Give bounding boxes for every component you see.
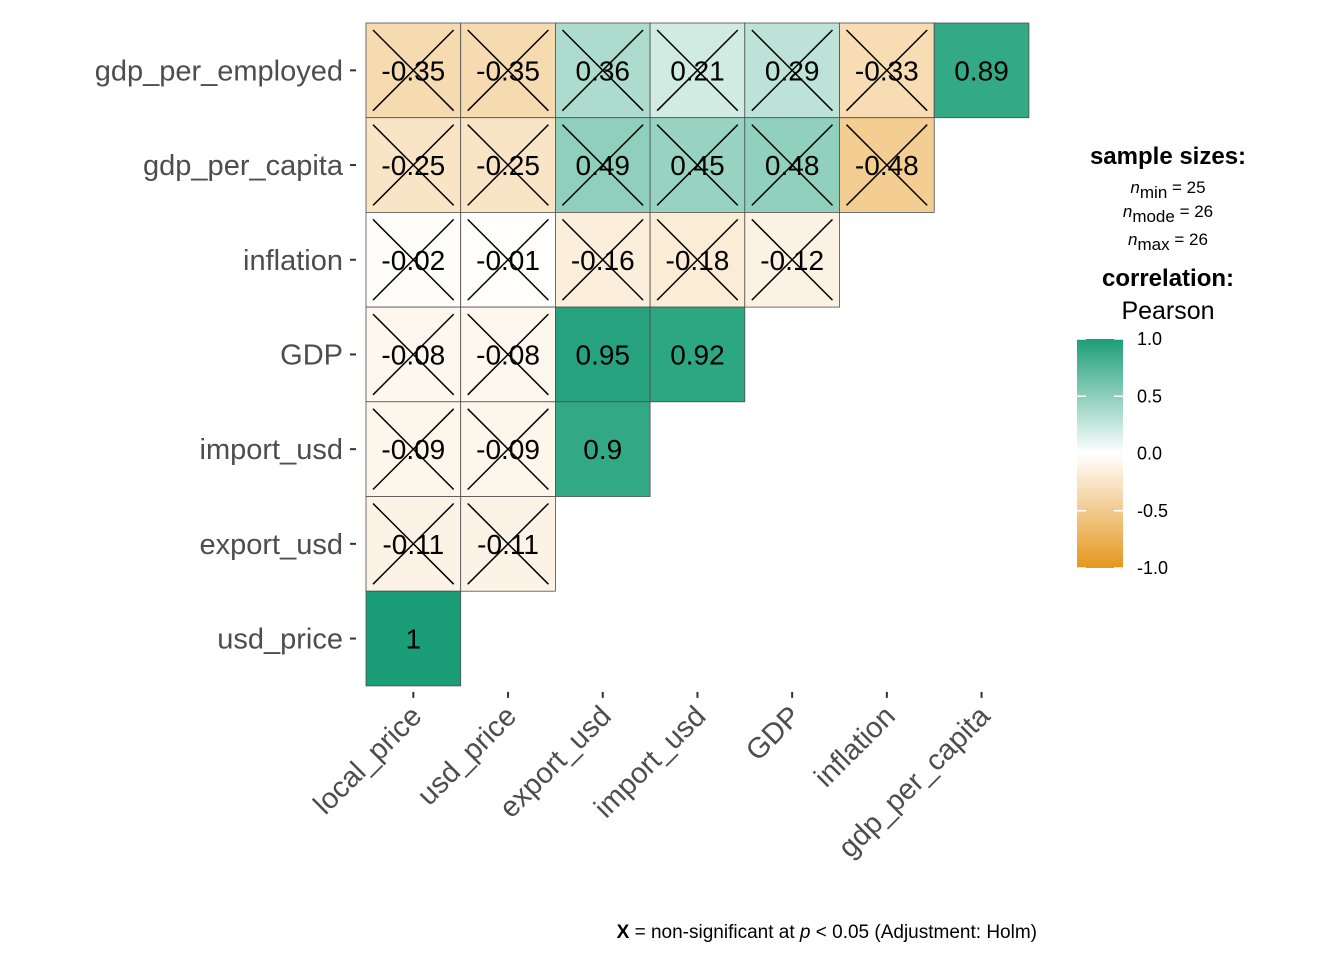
nonsignificant-cross bbox=[372, 408, 455, 491]
nonsignificant-cross bbox=[372, 502, 455, 585]
x-tick-label: local_price bbox=[308, 700, 429, 821]
y-tick-label: inflation bbox=[243, 245, 343, 277]
cell-value-label: 0.9 bbox=[583, 434, 622, 465]
y-tick-label: gdp_per_capita bbox=[143, 150, 344, 182]
sample-sizes-title: sample sizes: bbox=[1090, 143, 1246, 170]
nonsignificant-cross bbox=[467, 124, 549, 206]
y-axis: gdp_per_employed gdp_per_capita inflation G… bbox=[95, 55, 356, 656]
cell-value-label: -0.25 bbox=[381, 150, 445, 181]
y-tick-label: import_usd bbox=[200, 434, 343, 466]
heatmap-cell bbox=[649, 306, 746, 403]
cell-value-label: -0.12 bbox=[760, 245, 824, 276]
caption: X = non-significant at p < 0.05 (Adjustm… bbox=[617, 922, 1037, 943]
y-tick-label: export_usd bbox=[200, 529, 344, 561]
cell-value-label: -0.09 bbox=[476, 434, 540, 465]
heatmap-cell bbox=[365, 590, 462, 687]
heatmap-cell bbox=[933, 22, 1030, 119]
nonsignificant-cross bbox=[467, 218, 549, 301]
nonsignificant-cross bbox=[372, 29, 455, 112]
heatmap-cell bbox=[555, 401, 651, 497]
nonsignificant-cross bbox=[751, 124, 834, 206]
x-tick-label: inflation bbox=[808, 700, 901, 793]
nonsignificant-cross bbox=[845, 29, 928, 112]
y-tick-label: GDP bbox=[280, 339, 343, 371]
cell-value-label: -0.11 bbox=[477, 529, 539, 560]
nonsignificant-cross bbox=[561, 29, 644, 112]
cell-value-label: -0.01 bbox=[476, 245, 540, 276]
nonsignificant-cross bbox=[656, 218, 739, 301]
nonsignificant-cross bbox=[656, 29, 739, 112]
x-axis: local_priceusd_priceexport_usdimport_usd… bbox=[308, 691, 997, 864]
nonsignificant-cross bbox=[372, 218, 455, 301]
cell-value-label: 0.21 bbox=[670, 55, 725, 86]
cell-value-label: -0.35 bbox=[476, 55, 540, 86]
cell-value-label: 0.95 bbox=[576, 339, 631, 370]
sample-size-mode: nmode = 26 bbox=[1123, 202, 1213, 226]
nonsignificant-cross bbox=[845, 124, 928, 206]
nonsignificant-cross bbox=[467, 29, 549, 112]
cell-value-label: -0.35 bbox=[381, 55, 445, 86]
heatmap-cells: -0.35 -0.35 0.36 0.21 0.29 -0.33 0.89 -0.25 -0.2… bbox=[365, 22, 1030, 687]
nonsignificant-cross bbox=[561, 124, 644, 206]
cell-value-label: -0.18 bbox=[666, 245, 730, 276]
cell-value-label: -0.25 bbox=[476, 150, 540, 181]
nonsignificant-cross bbox=[372, 313, 455, 396]
cell-value-label: -0.48 bbox=[855, 150, 919, 181]
y-tick-label: usd_price bbox=[217, 624, 343, 656]
cell-value-label: -0.08 bbox=[476, 339, 540, 370]
cell-value-label: 0.89 bbox=[954, 55, 1009, 86]
nonsignificant-cross bbox=[751, 218, 834, 301]
cell-value-label: 0.48 bbox=[765, 150, 820, 181]
cell-value-label: 0.45 bbox=[670, 150, 725, 181]
cell-value-label: -0.16 bbox=[571, 245, 635, 276]
cell-value-label: 0.92 bbox=[670, 339, 725, 370]
nonsignificant-cross bbox=[467, 408, 549, 491]
nonsignificant-cross bbox=[561, 218, 644, 301]
sample-size-max: nmax = 26 bbox=[1128, 230, 1208, 254]
cell-value-label: 0.36 bbox=[576, 55, 631, 86]
cell-value-label: -0.08 bbox=[381, 339, 445, 370]
cell-value-label: -0.09 bbox=[381, 434, 445, 465]
correlation-title: correlation: bbox=[1102, 265, 1234, 292]
cell-value-label: 0.49 bbox=[576, 150, 631, 181]
sample-size-min: nmin = 25 bbox=[1130, 178, 1205, 202]
x-tick-label: GDP bbox=[740, 700, 807, 767]
colorbar-tick-label: 0.5 bbox=[1137, 386, 1162, 406]
cell-value-label: 1 bbox=[406, 624, 422, 655]
nonsignificant-cross bbox=[467, 313, 549, 396]
cell-value-label: -0.33 bbox=[855, 55, 919, 86]
colorbar-tick-label: -1.0 bbox=[1137, 558, 1168, 578]
colorbar-tick-label: -0.5 bbox=[1137, 501, 1168, 521]
cell-value-label: 0.29 bbox=[765, 55, 820, 86]
colorbar-tick-label: 1.0 bbox=[1137, 329, 1162, 349]
nonsignificant-cross bbox=[467, 502, 549, 585]
heatmap-cell bbox=[555, 306, 651, 403]
colorbar-tick-label: 0.0 bbox=[1137, 444, 1162, 464]
correlation-method: Pearson bbox=[1121, 297, 1214, 325]
cell-value-label: -0.11 bbox=[382, 529, 444, 560]
nonsignificant-cross bbox=[372, 124, 455, 206]
y-tick-label: gdp_per_employed bbox=[95, 55, 343, 87]
cell-value-label: -0.02 bbox=[381, 245, 445, 276]
nonsignificant-cross bbox=[751, 29, 834, 112]
nonsignificant-cross bbox=[656, 124, 739, 206]
